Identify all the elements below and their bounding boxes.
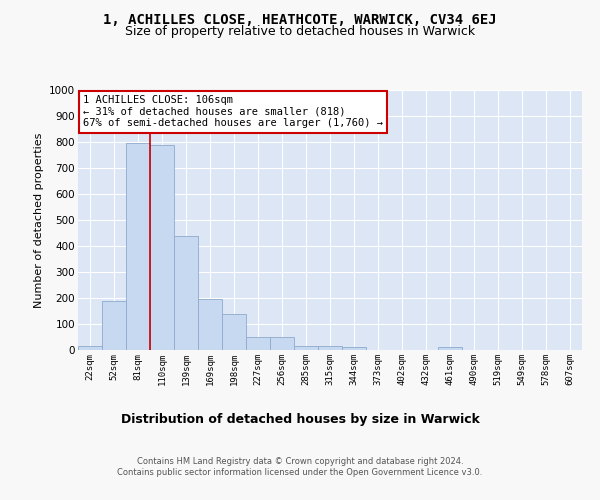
Bar: [318, 346, 342, 350]
Bar: [222, 314, 246, 350]
Bar: [246, 337, 270, 350]
Bar: [150, 144, 174, 350]
Bar: [126, 144, 150, 350]
Bar: [270, 337, 294, 350]
Bar: [78, 346, 102, 350]
Bar: [438, 348, 462, 350]
Bar: [198, 300, 222, 350]
Bar: [102, 300, 126, 350]
Bar: [342, 348, 366, 350]
Text: 1, ACHILLES CLOSE, HEATHCOTE, WARWICK, CV34 6EJ: 1, ACHILLES CLOSE, HEATHCOTE, WARWICK, C…: [103, 12, 497, 26]
Text: Size of property relative to detached houses in Warwick: Size of property relative to detached ho…: [125, 25, 475, 38]
Text: Contains HM Land Registry data © Crown copyright and database right 2024.
Contai: Contains HM Land Registry data © Crown c…: [118, 458, 482, 477]
Bar: [294, 346, 318, 350]
Bar: [174, 236, 198, 350]
Text: 1 ACHILLES CLOSE: 106sqm
← 31% of detached houses are smaller (818)
67% of semi-: 1 ACHILLES CLOSE: 106sqm ← 31% of detach…: [83, 95, 383, 128]
Y-axis label: Number of detached properties: Number of detached properties: [34, 132, 44, 308]
Text: Distribution of detached houses by size in Warwick: Distribution of detached houses by size …: [121, 412, 479, 426]
